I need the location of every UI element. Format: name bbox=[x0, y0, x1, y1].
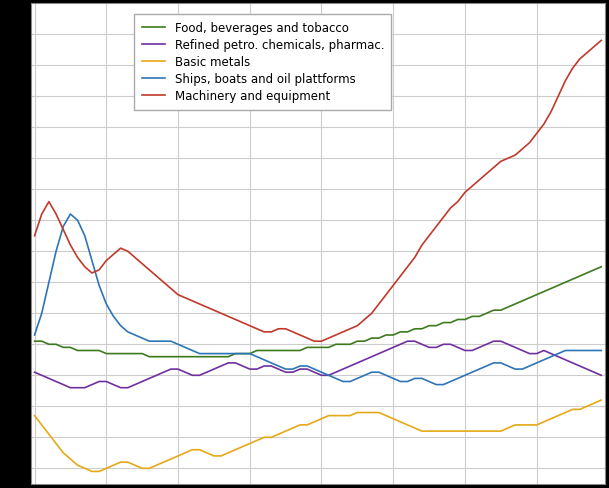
Ships, boats and oil plattforms bbox=[289, 366, 297, 372]
Machinery and equipment bbox=[31, 233, 38, 239]
Food, beverages and tobacco bbox=[31, 339, 38, 345]
Ships, boats and oil plattforms bbox=[597, 348, 605, 354]
Food, beverages and tobacco bbox=[289, 348, 297, 354]
Basic metals bbox=[404, 422, 411, 428]
Basic metals bbox=[289, 425, 297, 431]
Machinery and equipment bbox=[597, 39, 605, 44]
Machinery and equipment bbox=[282, 326, 289, 332]
Line: Machinery and equipment: Machinery and equipment bbox=[35, 41, 601, 342]
Food, beverages and tobacco bbox=[597, 264, 605, 270]
Food, beverages and tobacco bbox=[426, 323, 433, 329]
Refined petro. chemicals, pharmac. bbox=[382, 348, 390, 354]
Ships, boats and oil plattforms bbox=[382, 373, 390, 379]
Refined petro. chemicals, pharmac. bbox=[404, 339, 411, 345]
Basic metals bbox=[31, 413, 38, 419]
Refined petro. chemicals, pharmac. bbox=[411, 339, 418, 345]
Basic metals bbox=[382, 413, 390, 419]
Basic metals bbox=[597, 397, 605, 403]
Ships, boats and oil plattforms bbox=[31, 332, 38, 338]
Ships, boats and oil plattforms bbox=[426, 379, 433, 385]
Line: Ships, boats and oil plattforms: Ships, boats and oil plattforms bbox=[35, 215, 601, 385]
Machinery and equipment bbox=[404, 264, 411, 270]
Machinery and equipment bbox=[311, 339, 318, 345]
Ships, boats and oil plattforms bbox=[547, 354, 555, 360]
Legend: Food, beverages and tobacco, Refined petro. chemicals, pharmac., Basic metals, S: Food, beverages and tobacco, Refined pet… bbox=[135, 15, 391, 110]
Food, beverages and tobacco bbox=[404, 329, 411, 335]
Refined petro. chemicals, pharmac. bbox=[375, 351, 382, 357]
Line: Basic metals: Basic metals bbox=[35, 400, 601, 471]
Line: Food, beverages and tobacco: Food, beverages and tobacco bbox=[35, 267, 601, 357]
Machinery and equipment bbox=[382, 292, 390, 298]
Food, beverages and tobacco bbox=[375, 335, 382, 341]
Refined petro. chemicals, pharmac. bbox=[547, 351, 555, 357]
Machinery and equipment bbox=[540, 122, 547, 128]
Refined petro. chemicals, pharmac. bbox=[432, 345, 440, 350]
Basic metals bbox=[375, 410, 382, 416]
Line: Refined petro. chemicals, pharmac.: Refined petro. chemicals, pharmac. bbox=[35, 342, 601, 388]
Refined petro. chemicals, pharmac. bbox=[289, 369, 297, 375]
Basic metals bbox=[540, 419, 547, 425]
Food, beverages and tobacco bbox=[382, 332, 390, 338]
Ships, boats and oil plattforms bbox=[375, 369, 382, 375]
Refined petro. chemicals, pharmac. bbox=[31, 369, 38, 375]
Ships, boats and oil plattforms bbox=[404, 379, 411, 385]
Machinery and equipment bbox=[426, 233, 433, 239]
Food, beverages and tobacco bbox=[540, 289, 547, 295]
Refined petro. chemicals, pharmac. bbox=[67, 385, 74, 391]
Ships, boats and oil plattforms bbox=[67, 212, 74, 218]
Food, beverages and tobacco bbox=[146, 354, 153, 360]
Refined petro. chemicals, pharmac. bbox=[597, 373, 605, 379]
Machinery and equipment bbox=[375, 302, 382, 307]
Basic metals bbox=[88, 468, 96, 474]
Ships, boats and oil plattforms bbox=[432, 382, 440, 388]
Basic metals bbox=[426, 428, 433, 434]
